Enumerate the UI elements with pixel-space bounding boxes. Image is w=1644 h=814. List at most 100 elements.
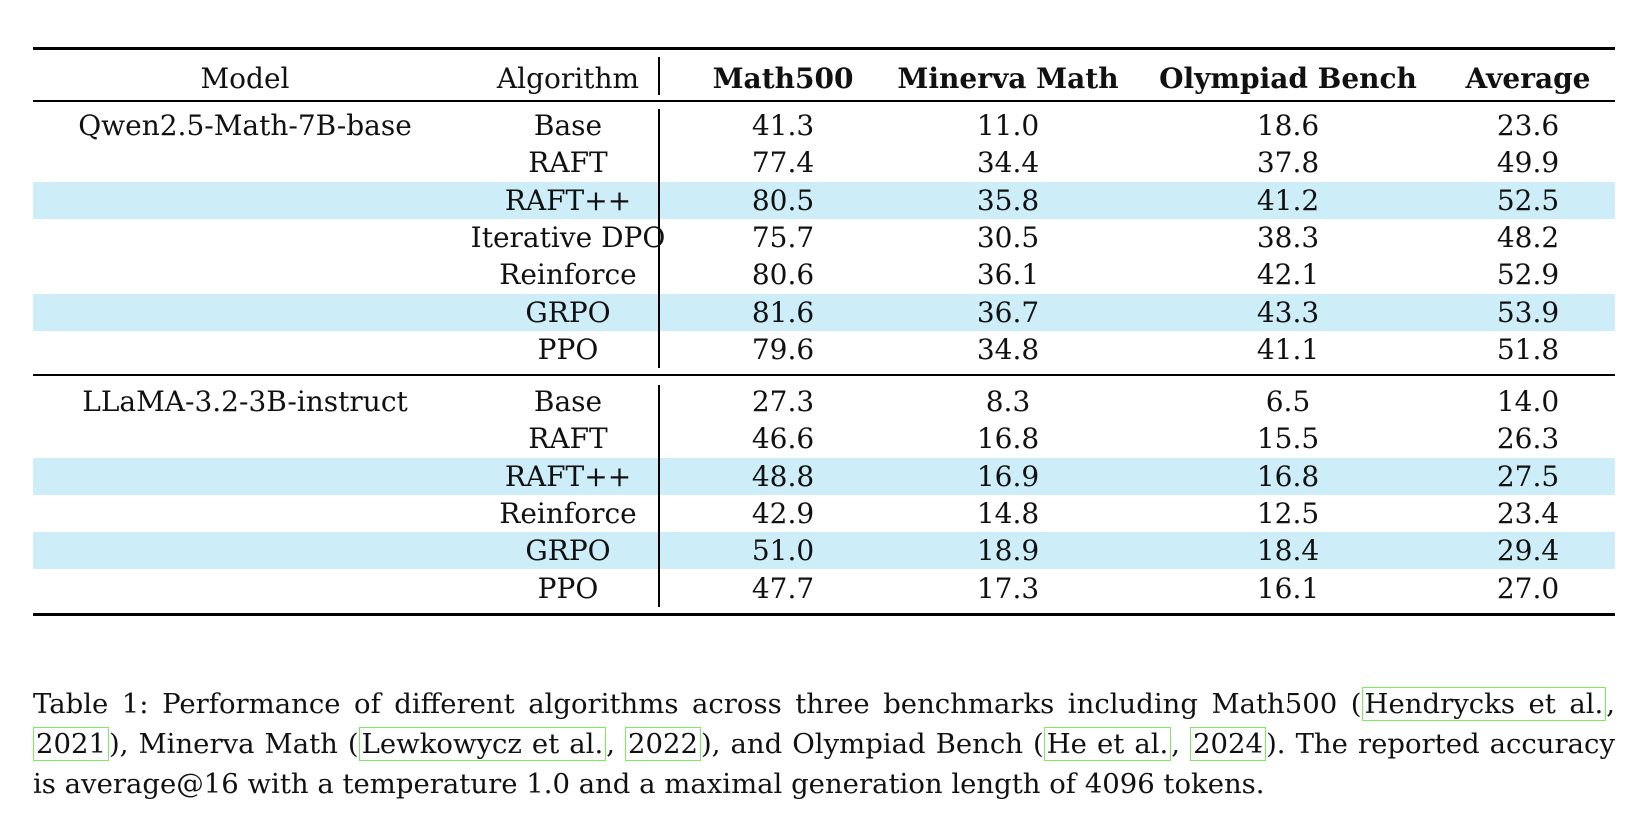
cell-olympiad-bench: 16.8 (1256, 459, 1320, 493)
header-algorithm: Algorithm (496, 61, 640, 95)
cell-average: 23.6 (1496, 109, 1560, 143)
top-rule (33, 47, 1615, 50)
citation-year-link[interactable]: 2022 (625, 727, 701, 761)
cell-math500: 47.7 (751, 571, 815, 605)
citation-link[interactable]: Lewkowycz et al. (358, 727, 607, 761)
citation-link[interactable]: Hendrycks et al. (1361, 687, 1607, 721)
cell-minerva-math: 36.1 (976, 258, 1040, 292)
table-row: GRPO 51.0 18.9 18.4 29.4 (33, 532, 1615, 569)
cell-math500: 42.9 (751, 497, 815, 531)
cell-math500: 77.4 (751, 146, 815, 180)
header-average: Average (1465, 61, 1591, 95)
cell-math500: 79.6 (751, 332, 815, 366)
cell-algorithm: RAFT++ (504, 459, 632, 493)
cell-algorithm: PPO (537, 332, 599, 366)
cell-math500: 80.5 (751, 183, 815, 217)
cell-minerva-math: 36.7 (976, 295, 1040, 329)
cell-average: 29.4 (1496, 534, 1560, 568)
caption-text: ), and Olympiad Bench ( (701, 728, 1044, 760)
cell-algorithm: Reinforce (499, 497, 637, 531)
caption-text: , (1171, 728, 1191, 760)
cell-average: 52.9 (1496, 258, 1560, 292)
header-math500: Math500 (712, 61, 854, 95)
header-rule (33, 100, 1615, 102)
cell-minerva-math: 16.8 (976, 422, 1040, 456)
row-highlight (33, 457, 1615, 495)
header-minerva-math: Minerva Math (897, 61, 1119, 95)
cell-average: 52.5 (1496, 183, 1560, 217)
cell-minerva-math: 34.8 (976, 332, 1040, 366)
caption-text: ), Minerva Math ( (109, 728, 359, 760)
cell-olympiad-bench: 38.3 (1256, 221, 1320, 255)
table-row: PPO 47.7 17.3 16.1 27.0 (33, 570, 1615, 607)
cell-minerva-math: 14.8 (976, 497, 1040, 531)
citation-year-link[interactable]: 2021 (33, 727, 109, 761)
cell-algorithm: RAFT++ (504, 183, 632, 217)
cell-minerva-math: 35.8 (976, 183, 1040, 217)
cell-algorithm: RAFT (528, 422, 608, 456)
cell-algorithm: Base (533, 109, 603, 143)
cell-average: 53.9 (1496, 295, 1560, 329)
cell-olympiad-bench: 18.4 (1256, 534, 1320, 568)
cell-math500: 41.3 (751, 109, 815, 143)
cell-minerva-math: 30.5 (976, 221, 1040, 255)
row-highlight (33, 181, 1615, 219)
cell-algorithm: GRPO (525, 295, 611, 329)
cell-minerva-math: 18.9 (976, 534, 1040, 568)
cell-algorithm: Iterative DPO (470, 221, 666, 255)
citation-link[interactable]: He et al. (1043, 727, 1172, 761)
cell-minerva-math: 11.0 (976, 109, 1040, 143)
cell-algorithm: PPO (537, 571, 599, 605)
caption-text: Table 1: Performance of different algori… (33, 688, 1362, 720)
cell-olympiad-bench: 18.6 (1256, 109, 1320, 143)
table-row: PPO 79.6 34.8 41.1 51.8 (33, 331, 1615, 368)
cell-olympiad-bench: 16.1 (1256, 571, 1320, 605)
cell-model: LLaMA-3.2-3B-instruct (82, 385, 408, 419)
cell-math500: 75.7 (751, 221, 815, 255)
caption-text: , (606, 728, 625, 760)
cell-math500: 48.8 (751, 459, 815, 493)
cell-olympiad-bench: 41.1 (1256, 332, 1320, 366)
cell-average: 26.3 (1496, 422, 1560, 456)
table-caption: Table 1: Performance of different algori… (33, 684, 1615, 804)
cell-average: 48.2 (1496, 221, 1560, 255)
cell-algorithm: RAFT (528, 146, 608, 180)
cell-average: 23.4 (1496, 497, 1560, 531)
cell-math500: 46.6 (751, 422, 815, 456)
results-table: Model Algorithm Math500 Minerva Math Oly… (33, 47, 1615, 653)
table-row: RAFT 77.4 34.4 37.8 49.9 (33, 144, 1615, 181)
table-row: RAFT++ 80.5 35.8 41.2 52.5 (33, 182, 1615, 219)
table-row: Iterative DPO 75.7 30.5 38.3 48.2 (33, 219, 1615, 256)
row-highlight (33, 293, 1615, 331)
cell-olympiad-bench: 6.5 (1265, 385, 1311, 419)
cell-olympiad-bench: 15.5 (1256, 422, 1320, 456)
cell-math500: 80.6 (751, 258, 815, 292)
cell-average: 27.5 (1496, 459, 1560, 493)
group-separator (658, 109, 660, 369)
cell-average: 51.8 (1496, 332, 1560, 366)
table-row: GRPO 81.6 36.7 43.3 53.9 (33, 294, 1615, 331)
cell-math500: 27.3 (751, 385, 815, 419)
table-row: RAFT 46.6 16.8 15.5 26.3 (33, 420, 1615, 457)
cell-olympiad-bench: 41.2 (1256, 183, 1320, 217)
caption-text: , (1606, 688, 1615, 720)
group-rule (33, 374, 1615, 376)
table-row: Reinforce 42.9 14.8 12.5 23.4 (33, 495, 1615, 532)
table-header: Model Algorithm Math500 Minerva Math Oly… (33, 51, 1615, 105)
cell-minerva-math: 17.3 (976, 571, 1040, 605)
cell-minerva-math: 16.9 (976, 459, 1040, 493)
cell-algorithm: GRPO (525, 534, 611, 568)
cell-average: 27.0 (1496, 571, 1560, 605)
table-row: LLaMA-3.2-3B-instruct Base 27.3 8.3 6.5 14.0 (33, 383, 1615, 420)
citation-year-link[interactable]: 2024 (1190, 727, 1267, 761)
bottom-rule (33, 613, 1615, 616)
cell-math500: 81.6 (751, 295, 815, 329)
cell-olympiad-bench: 12.5 (1256, 497, 1320, 531)
cell-algorithm: Reinforce (499, 258, 637, 292)
cell-model: Qwen2.5-Math-7B-base (78, 109, 412, 143)
header-olympiad-bench: Olympiad Bench (1159, 61, 1417, 95)
caption-text: ). The reported accuracy is average@16 w… (33, 728, 1615, 800)
table-row: Qwen2.5-Math-7B-base Base 41.3 11.0 18.6 23.6 (33, 107, 1615, 144)
cell-minerva-math: 8.3 (985, 385, 1031, 419)
cell-average: 49.9 (1496, 146, 1560, 180)
